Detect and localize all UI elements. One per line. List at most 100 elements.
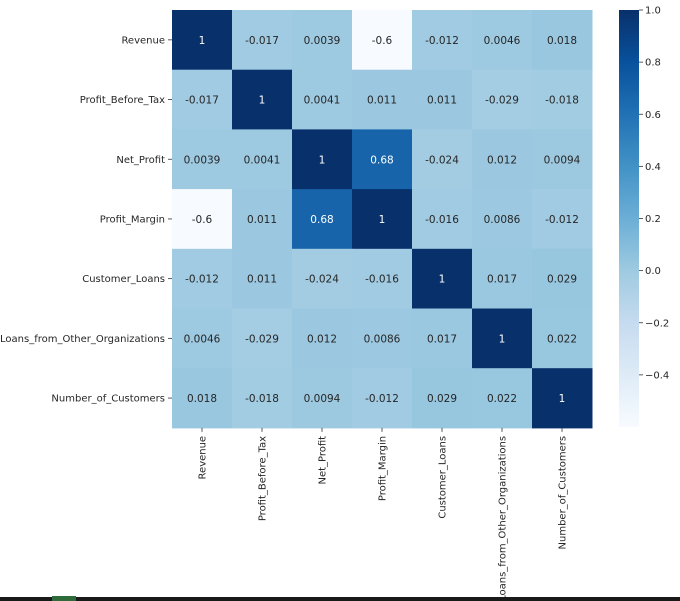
cell-annotation: 0.012 [307, 333, 337, 345]
colorbar-tick-label: 1.0 [645, 6, 661, 17]
cell-annotation: 0.0041 [244, 154, 281, 166]
cell-annotation: 1 [199, 35, 206, 47]
cell-annotation: -0.012 [425, 35, 459, 47]
cell-annotation: -0.029 [485, 95, 519, 107]
heatmap-cell [532, 10, 593, 71]
heatmap-cell [532, 129, 593, 190]
cell-annotation: 0.0086 [364, 333, 401, 345]
cell-annotation: 0.011 [247, 274, 277, 286]
heatmap-cell [532, 308, 593, 369]
cell-annotation: -0.012 [185, 274, 219, 286]
x-tick-label: Profit_Margin [378, 436, 389, 501]
heatmap-cell [532, 189, 593, 250]
cell-annotation: 0.029 [427, 393, 457, 405]
heatmap-cell [532, 69, 593, 130]
x-tick-label: Revenue [198, 436, 209, 480]
cell-annotation: 0.022 [547, 333, 577, 345]
colorbar-tick-label: 0.4 [645, 162, 661, 173]
heatmap-cell [472, 10, 533, 71]
x-tick-label: Customer_Loans [438, 436, 449, 519]
heatmap-cell [292, 189, 353, 250]
cell-annotation: 0.68 [370, 154, 393, 166]
cell-annotation: 0.029 [547, 274, 577, 286]
y-tick-label: Profit_Margin [100, 214, 165, 225]
heatmap-cell [172, 308, 233, 369]
cell-annotation: 0.017 [487, 274, 517, 286]
heatmap-cell [412, 69, 473, 130]
bottom-bar [0, 597, 680, 601]
cell-annotation: 1 [319, 154, 326, 166]
heatmap-cell [472, 129, 533, 190]
heatmap-cell [172, 248, 233, 309]
heatmap-cell [172, 189, 233, 250]
heatmap-cell [352, 308, 413, 369]
cell-annotation: 0.0041 [304, 95, 341, 107]
heatmap-cell [292, 129, 353, 190]
colorbar-tick-label: 0.2 [645, 214, 661, 225]
cell-annotation: -0.018 [545, 95, 579, 107]
cell-annotation: -0.6 [192, 214, 213, 226]
heatmap-cell [352, 189, 413, 250]
cell-annotation: 1 [499, 333, 506, 345]
cell-annotation: 0.0086 [484, 214, 521, 226]
cell-annotation: 1 [379, 214, 386, 226]
colorbar-tick-label: −0.4 [645, 370, 669, 381]
heatmap-cell [532, 368, 593, 429]
heatmap-cell [472, 308, 533, 369]
x-tick-label: Number_of_Customers [558, 436, 569, 550]
cell-annotation: -0.012 [365, 393, 399, 405]
heatmap-cell [412, 189, 473, 250]
x-tick-label: Profit_Before_Tax [258, 436, 269, 521]
heatmap-cell [412, 248, 473, 309]
heatmap-cell [412, 10, 473, 71]
x-tick-label: Net_Profit [318, 436, 329, 485]
colorbar-tick-label: 0.8 [645, 58, 661, 69]
heatmap-cell [412, 308, 473, 369]
cell-annotation: -0.012 [545, 214, 579, 226]
cell-annotation: 1 [559, 393, 566, 405]
y-tick-label: Revenue [121, 35, 165, 46]
cell-annotation: 0.68 [310, 214, 333, 226]
cell-annotation: 0.011 [427, 95, 457, 107]
heatmap-cell [232, 129, 293, 190]
heatmap-cell [352, 248, 413, 309]
cell-annotation: 0.022 [487, 393, 517, 405]
cell-annotation: 0.011 [247, 214, 277, 226]
heatmap-cell [232, 308, 293, 369]
cell-annotation: -0.024 [425, 154, 459, 166]
heatmap-cell [472, 248, 533, 309]
cell-annotation: -0.029 [245, 333, 279, 345]
cell-annotation: 0.0039 [184, 154, 221, 166]
y-tick-label: Customer_Loans [82, 274, 165, 285]
heatmap-cell [172, 368, 233, 429]
cell-annotation: -0.016 [365, 274, 399, 286]
colorbar-tick-label: 0.6 [645, 110, 661, 121]
cell-annotation: -0.017 [185, 95, 219, 107]
heatmap-cell [232, 189, 293, 250]
heatmap-cell [292, 69, 353, 130]
cell-annotation: -0.6 [372, 35, 393, 47]
cell-annotation: 0.0046 [184, 333, 221, 345]
heatmap-cell [172, 129, 233, 190]
heatmap-cell [472, 189, 533, 250]
heatmap-cell [352, 368, 413, 429]
colorbar [619, 10, 639, 427]
heatmap-cell [232, 69, 293, 130]
colorbar-tick-label: −0.2 [645, 318, 669, 329]
y-tick-label: Net_Profit [116, 155, 165, 166]
cell-annotation: 0.0094 [304, 393, 341, 405]
heatmap-cell [472, 368, 533, 429]
heatmap-cell [232, 248, 293, 309]
heatmap-cell [292, 308, 353, 369]
heatmap-cell [532, 248, 593, 309]
cell-annotation: -0.016 [425, 214, 459, 226]
cell-annotation: 0.012 [487, 154, 517, 166]
heatmap-cell [172, 10, 233, 71]
heatmap-cell [412, 129, 473, 190]
cell-annotation: -0.017 [245, 35, 279, 47]
heatmap-cell [412, 368, 473, 429]
heatmap-cell [292, 368, 353, 429]
cell-annotation: 0.018 [547, 35, 577, 47]
heatmap-cell [232, 368, 293, 429]
